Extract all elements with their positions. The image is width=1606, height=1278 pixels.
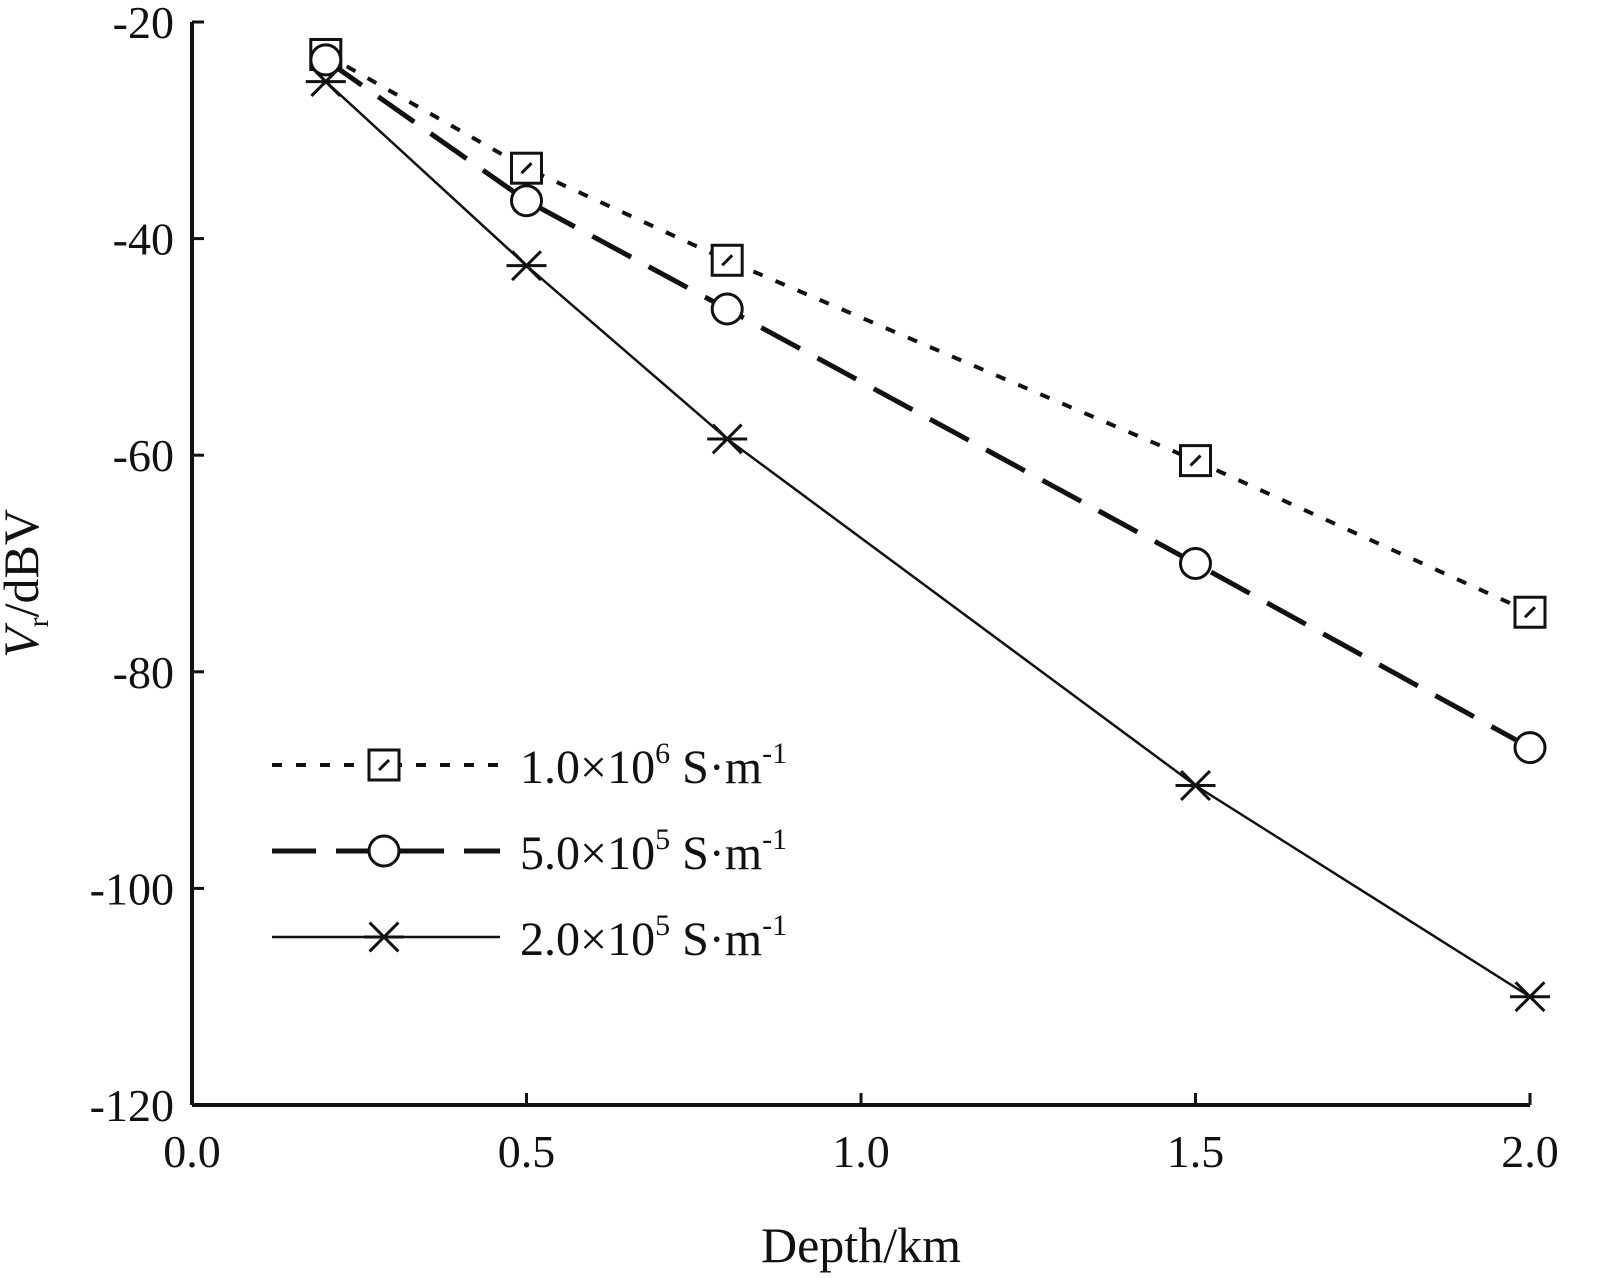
- y-axis-symbol: V: [0, 622, 49, 658]
- y-tick-label: -100: [90, 863, 174, 914]
- y-tick-label: -20: [113, 0, 174, 48]
- series-3: [305, 66, 1550, 1013]
- data-point-asterisk: [1175, 770, 1216, 801]
- legend-marker-square: [367, 748, 401, 782]
- legend-label-part: -1: [762, 823, 787, 856]
- y-axis-label: Vr/dBV: [0, 509, 55, 658]
- legend-label-part: S·m: [670, 741, 762, 794]
- legend-marker-asterisk: [364, 921, 404, 953]
- asterisk-stroke: [1180, 770, 1211, 801]
- data-point-square: [1179, 444, 1212, 478]
- series-layer: [305, 37, 1550, 1013]
- y-tick-label: -40: [113, 214, 174, 265]
- series-line: [324, 57, 1532, 750]
- data-point-asterisk: [305, 66, 346, 98]
- data-point-square: [710, 243, 744, 277]
- legend-item: 5.0×105 S·m-1: [272, 823, 787, 880]
- legend-label-part: 1.0×10: [520, 741, 655, 794]
- y-axis-ticks: -20 -40 -60 -80 -100 -120: [90, 0, 204, 1131]
- square-marker-tick: [377, 758, 391, 772]
- series-2: [309, 43, 1547, 765]
- axes: [190, 22, 1530, 1107]
- data-point-circle: [710, 292, 744, 326]
- square-marker-tick: [721, 254, 734, 267]
- y-tick-label: -80: [113, 647, 174, 698]
- data-point-square: [510, 151, 543, 185]
- x-axis-label: Depth/km: [761, 1217, 961, 1273]
- data-point-circle: [309, 43, 343, 77]
- x-axis-ticks: 0.0 0.5 1.0 1.5 2.0: [163, 1093, 1559, 1177]
- series-line: [324, 52, 1531, 615]
- legend-label-part: 5: [655, 909, 670, 942]
- square-marker-tick: [1189, 454, 1202, 467]
- data-point-asterisk: [1510, 981, 1550, 1013]
- legend-label-part: -1: [762, 909, 787, 942]
- data-point-circle: [1179, 547, 1212, 580]
- legend-item: 1.0×106 S·m-1: [272, 737, 787, 794]
- asterisk-stroke: [1514, 981, 1546, 1013]
- x-tick-label: 0.0: [163, 1126, 221, 1177]
- y-axis-subscript: r: [22, 617, 55, 627]
- legend-label-part: -1: [762, 737, 787, 770]
- legend-marker-circle: [367, 834, 401, 868]
- square-marker-tick: [1523, 606, 1537, 619]
- legend-label: 5.0×105 S·m-1: [520, 823, 787, 880]
- square-marker-tick: [520, 162, 533, 175]
- y-tick-label: -120: [90, 1080, 174, 1131]
- data-point-circle: [510, 184, 543, 218]
- data-point-square: [1513, 595, 1547, 629]
- legend-label-part: 6: [655, 737, 670, 770]
- x-tick-label: 2.0: [1501, 1126, 1559, 1177]
- legend-label: 1.0×106 S·m-1: [520, 737, 787, 794]
- x-tick-label: 1.5: [1167, 1126, 1225, 1177]
- legend: 1.0×106 S·m-15.0×105 S·m-12.0×105 S·m-1: [272, 737, 787, 966]
- data-point-circle: [1513, 731, 1547, 765]
- x-tick-label: 0.5: [498, 1126, 556, 1177]
- legend-label-part: S·m: [670, 827, 762, 880]
- series-1: [309, 37, 1547, 629]
- y-axis-unit: /dBV: [0, 509, 49, 617]
- x-tick-label: 1.0: [832, 1126, 890, 1177]
- data-point-asterisk: [707, 423, 748, 455]
- series-line: [324, 80, 1531, 998]
- legend-label-part: 5: [655, 823, 670, 856]
- asterisk-stroke: [711, 423, 743, 455]
- legend-label: 2.0×105 S·m-1: [520, 909, 787, 966]
- legend-label-part: S·m: [670, 913, 762, 966]
- asterisk-stroke: [511, 250, 542, 282]
- legend-label-part: 5.0×10: [520, 827, 655, 880]
- data-point-asterisk: [506, 250, 547, 282]
- asterisk-stroke: [310, 66, 342, 98]
- y-tick-label: -60: [113, 430, 174, 481]
- legend-label-part: 2.0×10: [520, 913, 655, 966]
- asterisk-stroke: [368, 921, 400, 953]
- legend-item: 2.0×105 S·m-1: [272, 909, 787, 966]
